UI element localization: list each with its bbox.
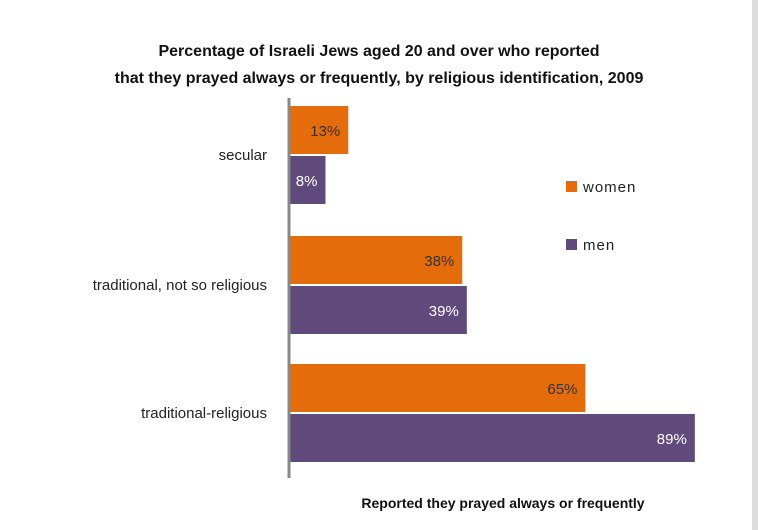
legend-swatch-women [566, 181, 577, 192]
legend-label-women: women [582, 179, 636, 196]
bar-men [289, 156, 326, 204]
category-label: secular [219, 147, 267, 164]
data-label-women: 65% [547, 381, 577, 398]
chart-title: Percentage of Israeli Jews aged 20 and o… [0, 38, 758, 92]
bar-women [289, 364, 586, 412]
data-label-men: 8% [296, 173, 318, 190]
data-label-men: 89% [657, 431, 687, 448]
chart-title-line-1: Percentage of Israeli Jews aged 20 and o… [158, 43, 600, 60]
category-label: traditional-religious [141, 405, 267, 422]
category-label: traditional, not so religious [93, 277, 267, 294]
bar-women [289, 106, 349, 154]
bar-men [289, 286, 467, 334]
chart-title-line-2: that they prayed always or frequently, b… [114, 70, 644, 87]
right-edge-border [752, 0, 758, 530]
legend-label-men: men [583, 237, 615, 254]
legend-swatch-men [566, 239, 577, 250]
data-label-women: 13% [310, 123, 340, 140]
data-label-men: 39% [429, 303, 459, 320]
bar-men [289, 414, 695, 462]
bar-women [289, 236, 463, 284]
data-label-women: 38% [424, 253, 454, 270]
x-axis-label: Reported they prayed always or frequentl… [361, 495, 644, 511]
